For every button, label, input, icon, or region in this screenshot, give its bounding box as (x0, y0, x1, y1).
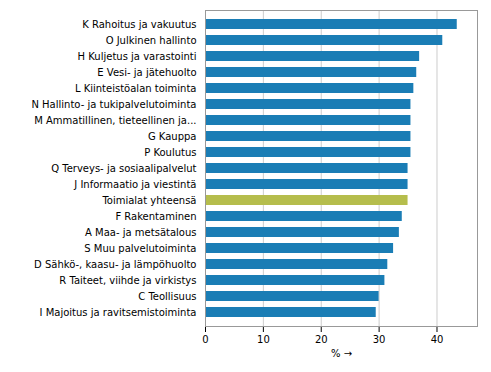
svg-text:% →: % → (331, 348, 352, 359)
svg-text:10: 10 (257, 334, 270, 345)
svg-text:J Informaatio ja viestintä: J Informaatio ja viestintä (73, 179, 196, 190)
svg-text:30: 30 (373, 334, 386, 345)
svg-text:R Taiteet, viihde ja virkistys: R Taiteet, viihde ja virkistys (59, 275, 196, 286)
svg-text:S Muu palvelutoiminta: S Muu palvelutoiminta (84, 243, 196, 254)
svg-text:K Rahoitus ja vakuutus: K Rahoitus ja vakuutus (82, 19, 196, 30)
svg-text:H Kuljetus ja varastointi: H Kuljetus ja varastointi (78, 51, 197, 62)
svg-text:N Hallinto- ja tukipalvelutoim: N Hallinto- ja tukipalvelutoiminta (31, 99, 196, 110)
svg-text:L Kiinteistöalan toiminta: L Kiinteistöalan toiminta (75, 83, 197, 94)
svg-text:20: 20 (315, 334, 328, 345)
svg-text:O Julkinen hallinto: O Julkinen hallinto (106, 35, 197, 46)
svg-text:M Ammatillinen, tieteellinen j: M Ammatillinen, tieteellinen ja... (34, 115, 196, 126)
svg-text:P Koulutus: P Koulutus (144, 147, 196, 158)
svg-text:D Sähkö-, kaasu- ja lämpöhuolt: D Sähkö-, kaasu- ja lämpöhuolto (34, 259, 196, 270)
svg-text:0: 0 (202, 334, 208, 345)
svg-text:F Rakentaminen: F Rakentaminen (115, 211, 196, 222)
svg-text:Toimialat yhteensä: Toimialat yhteensä (101, 195, 196, 206)
svg-text:A Maa- ja metsätalous: A Maa- ja metsätalous (85, 227, 196, 238)
svg-text:40: 40 (431, 334, 444, 345)
svg-text:G Kauppa: G Kauppa (148, 131, 197, 142)
svg-text:I Majoitus ja ravitsemistoimin: I Majoitus ja ravitsemistoiminta (40, 307, 197, 318)
svg-text:E Vesi- ja jätehuolto: E Vesi- ja jätehuolto (97, 67, 196, 78)
svg-text:Q Terveys- ja sosiaalipalvelut: Q Terveys- ja sosiaalipalvelut (51, 163, 196, 174)
svg-text:C Teollisuus: C Teollisuus (138, 291, 196, 302)
